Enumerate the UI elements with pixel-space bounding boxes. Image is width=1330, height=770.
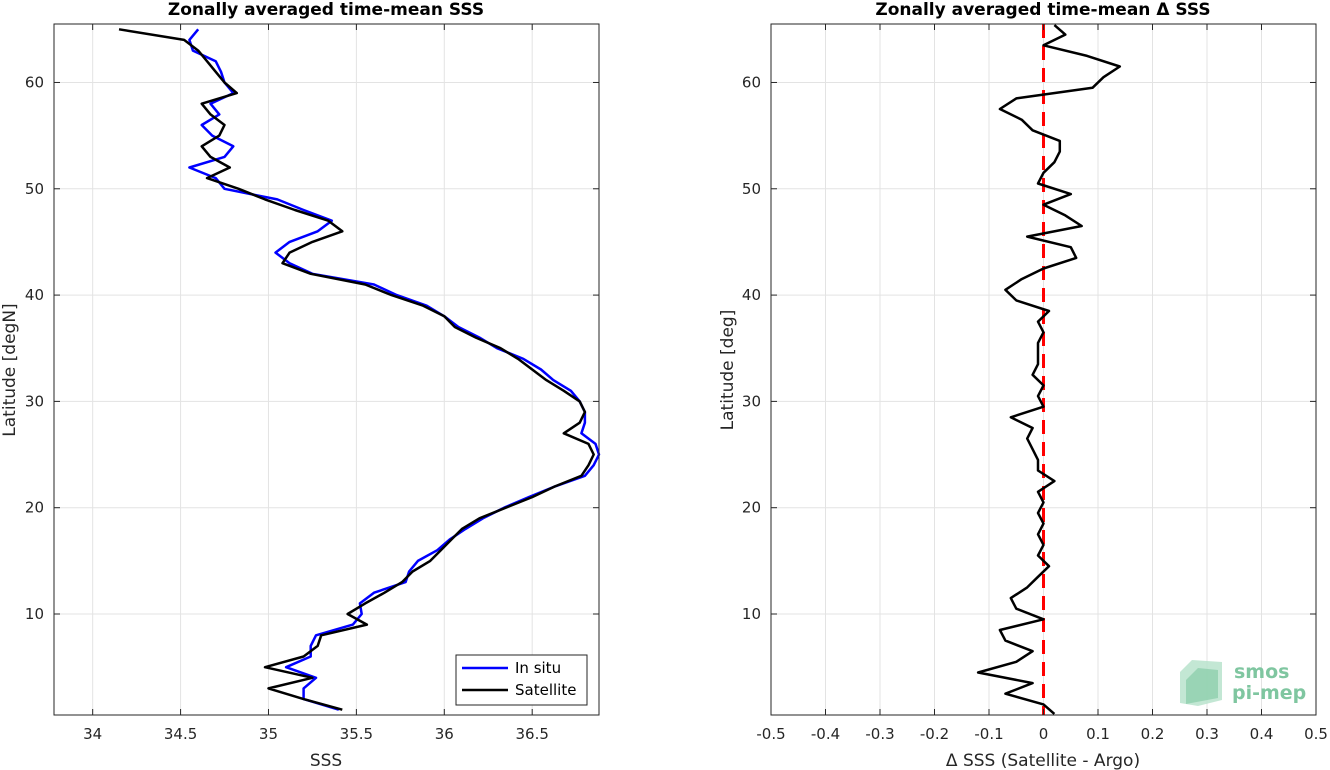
delta-sss-x-tick-label: -0.1 <box>974 725 1003 743</box>
sss-x-tick-label: 36.5 <box>515 725 548 743</box>
logo-wave-shape-inner <box>1186 668 1218 704</box>
legend-insitu-label: In situ <box>515 659 561 677</box>
legend-satellite-label: Satellite <box>515 681 576 699</box>
sss-axes-frame <box>53 23 600 716</box>
sss-panel: 34 34.5 35 35.5 36 36.5 10 20 30 40 50 60 Zonally … <box>0 0 601 770</box>
delta-sss-x-tick-label: 0.1 <box>1086 725 1110 743</box>
delta-sss-y-tick-label: 40 <box>742 286 761 304</box>
delta-sss-x-tick-label: -0.3 <box>865 725 894 743</box>
delta-sss-x-axis-label: Δ SSS (Satellite - Argo) <box>946 751 1140 770</box>
sss-x-tick-label: 35 <box>259 725 278 743</box>
delta-sss-x-tick-label: 0.4 <box>1250 725 1274 743</box>
sss-y-tick-label: 50 <box>25 180 44 198</box>
delta-sss-series-line-0 <box>976 24 1122 715</box>
delta-sss-x-ticks: -0.5 -0.4 -0.3 -0.2 -0.1 0 0.1 0.2 0.3 0.4 0.5 <box>756 24 1328 743</box>
sss-legend[interactable]: In situ Satellite <box>455 654 588 706</box>
legend-box <box>455 654 588 706</box>
delta-sss-x-tick-label: 0.5 <box>1304 725 1328 743</box>
delta-sss-panel: -0.5 -0.4 -0.3 -0.2 -0.1 0 0.1 0.2 0.3 0.4 0.5 10 2… <box>718 0 1328 770</box>
sss-y-tick-label: 40 <box>25 286 44 304</box>
delta-sss-x-tick-label: 0 <box>1039 725 1049 743</box>
sss-x-tick-label: 36 <box>435 725 454 743</box>
delta-sss-y-tick-label: 30 <box>742 392 761 410</box>
delta-sss-y-tick-label: 60 <box>742 73 761 91</box>
delta-sss-y-tick-label: 20 <box>742 499 761 517</box>
sss-y-tick-label: 20 <box>25 499 44 517</box>
sss-x-tick-label: 34 <box>83 725 102 743</box>
sss-x-tick-label: 35.5 <box>340 725 373 743</box>
delta-sss-y-ticks: 10 20 30 40 50 60 <box>742 73 1316 623</box>
logo-text-pimep: pi-mep <box>1232 682 1306 704</box>
delta-sss-x-tick-label: -0.2 <box>920 725 949 743</box>
delta-sss-y-axis-label: Latitude [deg] <box>718 310 738 431</box>
delta-sss-x-tick-label: 0.2 <box>1141 725 1165 743</box>
sss-series-satellite <box>118 28 595 711</box>
smos-pimep-logo: smos pi-mep <box>1180 660 1306 706</box>
delta-sss-y-tick-label: 10 <box>742 605 761 623</box>
sss-x-tick-label: 34.5 <box>164 725 197 743</box>
delta-sss-x-tick-label: 0.3 <box>1195 725 1219 743</box>
delta-sss-y-tick-label: 50 <box>742 180 761 198</box>
sss-series-in-situ <box>188 28 601 711</box>
delta-sss-x-tick-label: -0.4 <box>811 725 840 743</box>
sss-x-ticks: 34 34.5 35 35.5 36 36.5 <box>83 24 549 743</box>
delta-sss-x-tick-label: -0.5 <box>756 725 785 743</box>
sss-y-axis-label: Latitude [degN] <box>0 303 20 436</box>
logo-text-smos: smos <box>1234 661 1289 683</box>
sss-y-tick-label: 10 <box>25 605 44 623</box>
sss-y-tick-label: 30 <box>25 392 44 410</box>
delta-sss-chart-title: Zonally averaged time-mean Δ SSS <box>875 0 1210 20</box>
sss-x-axis-label: SSS <box>310 751 342 770</box>
sss-y-tick-label: 60 <box>25 73 44 91</box>
delta-sss-lines <box>976 24 1122 715</box>
sss-chart-title: Zonally averaged time-mean SSS <box>168 0 484 20</box>
sss-lines <box>118 28 601 711</box>
sss-y-ticks: 10 20 30 40 50 60 <box>25 73 599 623</box>
